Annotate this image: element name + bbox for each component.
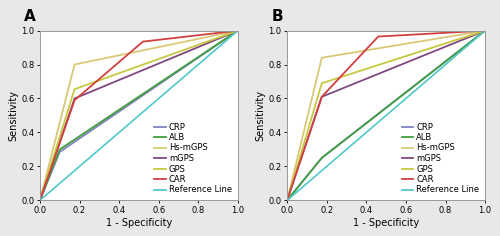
- CRP: [235, 29, 241, 32]
- mGPS: [319, 95, 325, 98]
- Line: CRP: CRP: [40, 31, 238, 200]
- Legend: CRP, ALB, Hs-mGPS, mGPS, GPS, CAR, Reference Line: CRP, ALB, Hs-mGPS, mGPS, GPS, CAR, Refer…: [152, 121, 234, 196]
- ALB: [284, 199, 290, 202]
- GPS: [235, 29, 241, 32]
- CAR: [37, 199, 43, 202]
- ALB: [56, 148, 62, 151]
- CRP: [284, 199, 290, 202]
- Hs-mGPS: [319, 56, 325, 59]
- CRP: [482, 29, 488, 32]
- Line: GPS: GPS: [40, 31, 238, 200]
- Y-axis label: Sensitivity: Sensitivity: [8, 90, 18, 141]
- mGPS: [72, 97, 78, 100]
- mGPS: [235, 29, 241, 32]
- CAR: [140, 40, 146, 43]
- CRP: [37, 199, 43, 202]
- Line: CAR: CAR: [287, 31, 485, 200]
- Text: B: B: [272, 9, 283, 24]
- ALB: [37, 199, 43, 202]
- CAR: [235, 29, 241, 32]
- CAR: [319, 95, 325, 98]
- CRP: [56, 151, 62, 153]
- Y-axis label: Sensitivity: Sensitivity: [256, 90, 266, 141]
- CRP: [319, 156, 325, 159]
- CAR: [482, 29, 488, 32]
- GPS: [284, 199, 290, 202]
- Line: mGPS: mGPS: [287, 31, 485, 200]
- Hs-mGPS: [235, 29, 241, 32]
- Line: GPS: GPS: [287, 31, 485, 200]
- X-axis label: 1 - Specificity: 1 - Specificity: [106, 218, 172, 228]
- Hs-mGPS: [72, 63, 78, 66]
- GPS: [37, 199, 43, 202]
- Line: CAR: CAR: [40, 31, 238, 200]
- mGPS: [37, 199, 43, 202]
- GPS: [482, 29, 488, 32]
- GPS: [319, 82, 325, 85]
- Line: ALB: ALB: [40, 31, 238, 200]
- Hs-mGPS: [284, 199, 290, 202]
- Legend: CRP, ALB, Hs-mGPS, mGPS, GPS, CAR, Reference Line: CRP, ALB, Hs-mGPS, mGPS, GPS, CAR, Refer…: [400, 121, 481, 196]
- X-axis label: 1 - Specificity: 1 - Specificity: [353, 218, 419, 228]
- CAR: [284, 199, 290, 202]
- Line: Hs-mGPS: Hs-mGPS: [40, 31, 238, 200]
- CAR: [72, 99, 78, 102]
- ALB: [235, 29, 241, 32]
- Line: Hs-mGPS: Hs-mGPS: [287, 31, 485, 200]
- Hs-mGPS: [482, 29, 488, 32]
- Line: mGPS: mGPS: [40, 31, 238, 200]
- Line: ALB: ALB: [287, 31, 485, 200]
- Hs-mGPS: [37, 199, 43, 202]
- ALB: [482, 29, 488, 32]
- mGPS: [482, 29, 488, 32]
- CAR: [375, 35, 381, 38]
- ALB: [319, 156, 325, 159]
- mGPS: [284, 199, 290, 202]
- Text: A: A: [24, 9, 36, 24]
- GPS: [72, 88, 78, 91]
- Line: CRP: CRP: [287, 31, 485, 200]
